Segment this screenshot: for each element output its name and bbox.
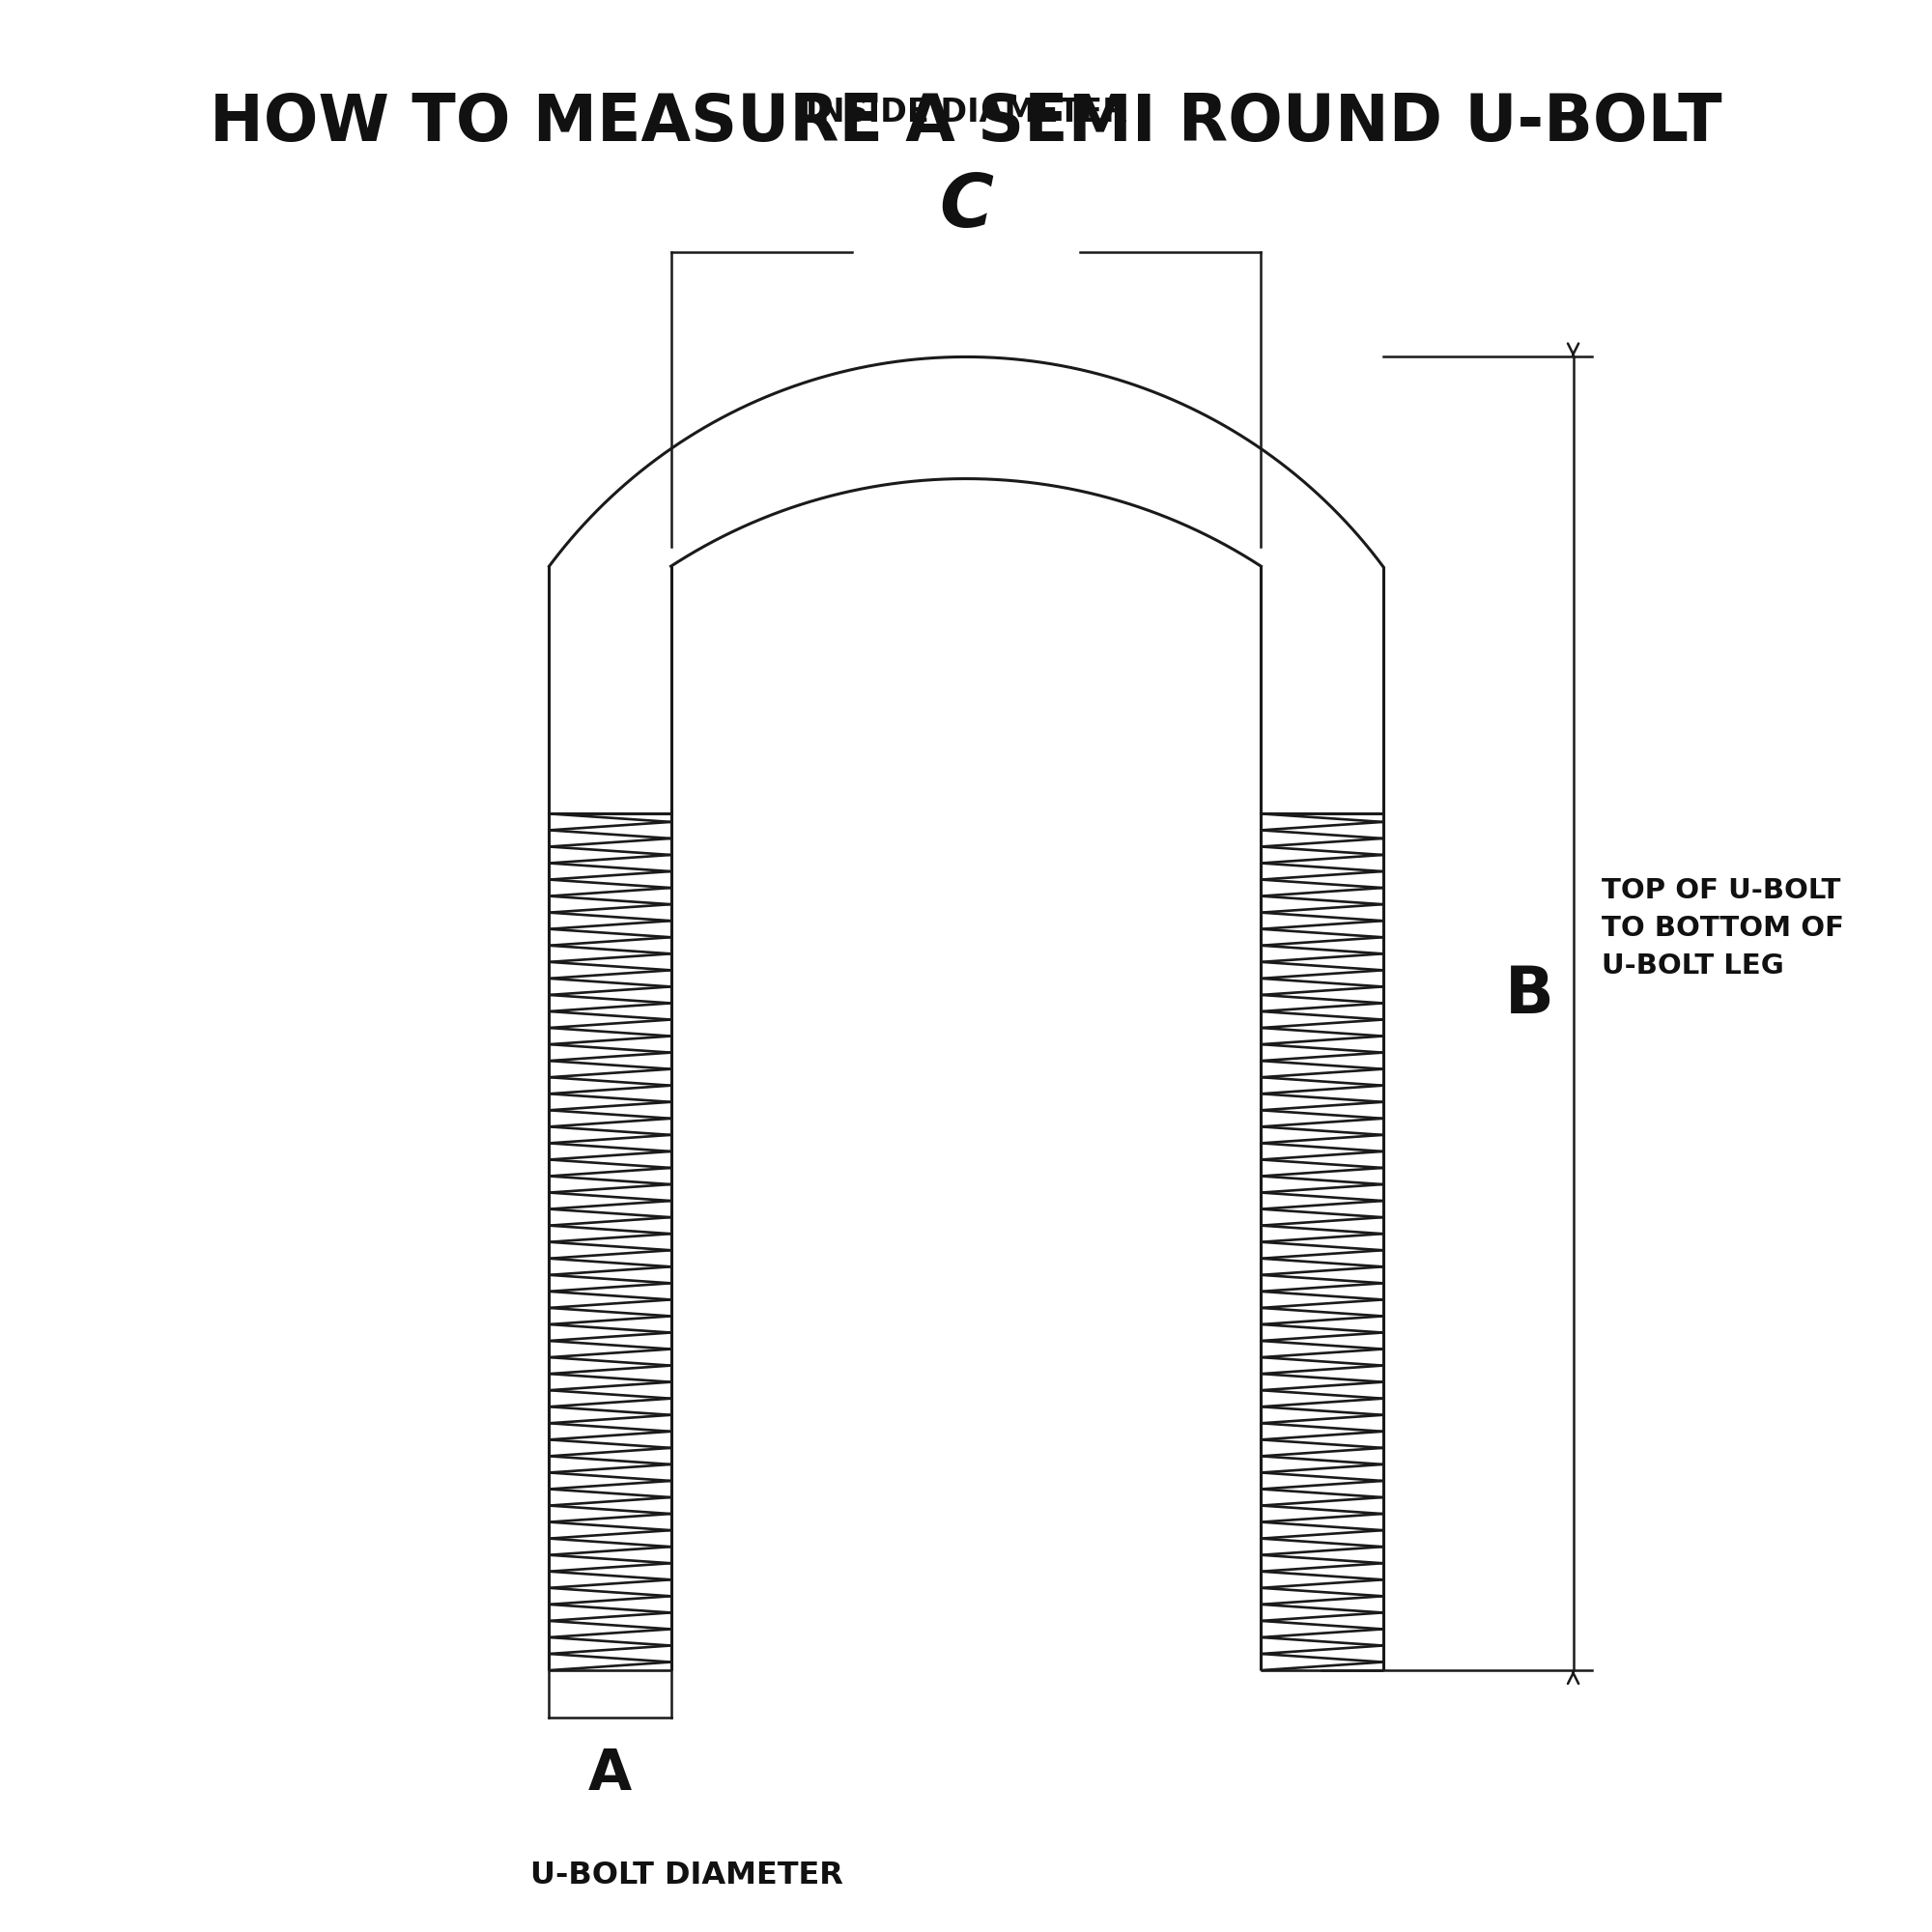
Text: INSIDE DIAMETER: INSIDE DIAMETER [806,97,1126,128]
Text: A: A [587,1747,632,1801]
Text: TOP OF U-BOLT
TO BOTTOM OF
U-BOLT LEG: TOP OF U-BOLT TO BOTTOM OF U-BOLT LEG [1602,877,1845,980]
Text: U-BOLT DIAMETER: U-BOLT DIAMETER [529,1861,842,1891]
Text: C: C [939,172,993,243]
Text: B: B [1505,962,1553,1026]
Text: HOW TO MEASURE A SEMI ROUND U-BOLT: HOW TO MEASURE A SEMI ROUND U-BOLT [211,91,1721,155]
